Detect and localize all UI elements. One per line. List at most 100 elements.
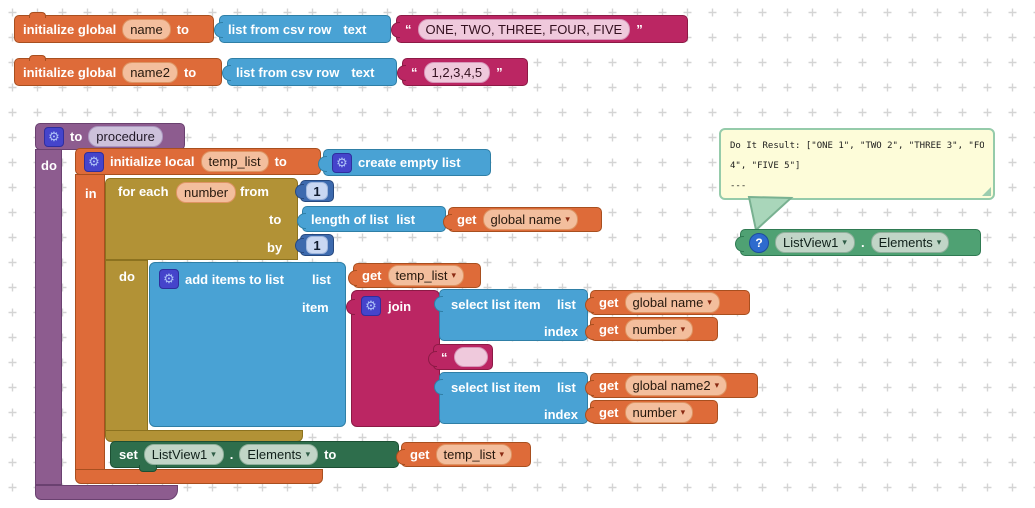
- dropdown-component[interactable]: ListView1 ▾: [143, 444, 224, 465]
- gear-icon[interactable]: ⚙: [159, 269, 179, 289]
- value-plug: [295, 238, 304, 253]
- label-join: join: [388, 299, 412, 314]
- block-math-number-from[interactable]: 1: [295, 180, 334, 202]
- dropdown-value: global name2: [632, 378, 711, 393]
- dropdown-value: temp_list: [395, 268, 448, 283]
- dropdown-global-name[interactable]: global name ▾: [624, 292, 720, 313]
- value-plug: [428, 351, 437, 367]
- field-global-name[interactable]: name: [122, 18, 171, 40]
- label-length-of-list: length of list: [311, 211, 389, 227]
- block-init-local-temp-list[interactable]: ⚙ initialize local temp_list to: [75, 148, 321, 175]
- block-init-global-name2[interactable]: initialize global name2 to: [14, 55, 222, 86]
- dropdown-value: number: [632, 321, 677, 337]
- block-get-number-1[interactable]: get number ▾: [585, 317, 718, 341]
- block-list-from-csv-row-1[interactable]: list from csv row text: [214, 15, 391, 43]
- dropdown-number[interactable]: number ▾: [624, 401, 694, 423]
- procedure-left-column[interactable]: [35, 149, 62, 485]
- label-get: get: [599, 295, 619, 310]
- block-text-string-2[interactable]: “ 1,2,3,4,5 ”: [397, 58, 528, 86]
- label-to: to: [324, 447, 337, 462]
- dropdown-arrow-icon: ▾: [565, 214, 570, 224]
- help-icon[interactable]: ?: [749, 232, 769, 253]
- balloon-line: 4", "FIVE 5"]: [730, 161, 801, 171]
- value-plug: [735, 236, 744, 252]
- label-to: to: [274, 154, 287, 169]
- field-number-by[interactable]: 1: [306, 236, 328, 254]
- field-loop-var[interactable]: number: [176, 182, 237, 203]
- block-join[interactable]: ⚙ join: [346, 290, 440, 427]
- block-init-global-name[interactable]: initialize global name to: [14, 12, 214, 43]
- block-to-procedure[interactable]: ⚙ to procedure: [35, 123, 185, 150]
- block-create-empty-list[interactable]: ⚙ create empty list: [318, 149, 491, 176]
- value-plug: [585, 380, 594, 396]
- dropdown-value: ListView1: [783, 235, 839, 250]
- block-math-number-by[interactable]: 1: [295, 234, 334, 256]
- block-length-of-list[interactable]: length of list list: [297, 206, 446, 232]
- block-select-list-item-1[interactable]: select list item list index: [434, 289, 588, 341]
- dropdown-global-name2[interactable]: global name2 ▾: [624, 375, 728, 396]
- field-string-value-1[interactable]: ONE, TWO, THREE, FOUR, FIVE: [417, 18, 631, 40]
- dropdown-arrow-icon: ▾: [707, 297, 712, 307]
- label-list-arg: list: [557, 380, 576, 395]
- block-text-separator[interactable]: “ ”: [428, 344, 500, 370]
- label-in: in: [85, 186, 97, 201]
- label-set: set: [119, 447, 138, 462]
- label-dot: .: [860, 235, 865, 250]
- label-get: get: [599, 404, 619, 420]
- block-add-items-to-list[interactable]: ⚙ add items to list list item: [149, 262, 346, 427]
- field-local-name[interactable]: temp_list: [200, 151, 269, 172]
- field-number-from[interactable]: 1: [306, 182, 328, 200]
- init-local-left-column[interactable]: [75, 174, 105, 470]
- dropdown-arrow-icon: ▾: [680, 406, 686, 417]
- block-get-temp-list-1[interactable]: get temp_list ▾: [348, 263, 481, 288]
- block-select-list-item-2[interactable]: select list item list index: [434, 372, 588, 424]
- dropdown-property[interactable]: Elements ▾: [239, 444, 319, 465]
- block-text-string-1[interactable]: “ ONE, TWO, THREE, FOUR, FIVE ”: [391, 15, 688, 43]
- field-procedure-name[interactable]: procedure: [88, 126, 163, 147]
- block-set-listview-elements[interactable]: set ListView1 ▾ . Elements ▾ to: [110, 441, 399, 472]
- value-plug: [222, 65, 231, 81]
- label-to: to: [269, 212, 282, 227]
- block-list-from-csv-row-2[interactable]: list from csv row text: [222, 58, 397, 86]
- dropdown-temp-list[interactable]: temp_list ▾: [435, 444, 513, 465]
- block-get-temp-list-2[interactable]: get temp_list ▾: [396, 442, 531, 467]
- label-list-arg: list: [396, 211, 416, 227]
- dropdown-arrow-icon: ▾: [714, 380, 720, 390]
- value-plug: [391, 22, 400, 38]
- value-plug: [295, 184, 304, 199]
- dropdown-component[interactable]: ListView1 ▾: [775, 232, 855, 253]
- dropdown-arrow-icon: ▾: [936, 237, 942, 247]
- doit-result-balloon[interactable]: Do It Result: ["ONE 1", "TWO 2", "THREE …: [719, 128, 995, 200]
- block-get-global-name-2[interactable]: get global name ▾: [585, 290, 750, 315]
- gear-icon[interactable]: ⚙: [361, 296, 381, 316]
- gear-icon[interactable]: ⚙: [44, 126, 64, 147]
- block-get-global-name2[interactable]: get global name2 ▾: [585, 373, 758, 398]
- balloon-line: ---: [730, 181, 747, 191]
- balloon-line: Do It Result: ["ONE 1", "TWO 2", "THREE …: [730, 141, 984, 151]
- dropdown-global-name[interactable]: global name ▾: [482, 209, 578, 230]
- dropdown-value: number: [632, 404, 677, 420]
- block-get-number-2[interactable]: get number ▾: [585, 400, 718, 424]
- field-string-value-2[interactable]: 1,2,3,4,5: [423, 61, 491, 83]
- init-local-bottom-bar[interactable]: [75, 469, 323, 484]
- label-text-arg: text: [343, 21, 367, 37]
- gear-icon[interactable]: ⚙: [332, 152, 352, 173]
- field-global-name2[interactable]: name2: [122, 61, 178, 83]
- block-listview-elements-getter[interactable]: ? ListView1 ▾ . Elements ▾: [735, 229, 981, 256]
- field-separator-value[interactable]: [453, 347, 488, 367]
- dropdown-arrow-icon: ▾: [305, 449, 311, 459]
- dropdown-number[interactable]: number ▾: [624, 318, 694, 340]
- label-for-each: for each: [118, 184, 169, 199]
- for-each-left-column[interactable]: do: [105, 260, 148, 432]
- dropdown-property[interactable]: Elements ▾: [870, 232, 950, 253]
- block-get-global-name-1[interactable]: get global name ▾: [443, 207, 602, 232]
- statement-tab: [139, 465, 157, 472]
- gear-icon[interactable]: ⚙: [84, 151, 104, 172]
- dropdown-temp-list[interactable]: temp_list ▾: [387, 265, 465, 286]
- label-get: get: [599, 378, 619, 393]
- resize-handle-icon[interactable]: [982, 187, 991, 196]
- block-for-each[interactable]: for each number from to by: [105, 178, 298, 260]
- value-plug: [297, 213, 306, 229]
- procedure-bottom-bar[interactable]: [35, 485, 178, 500]
